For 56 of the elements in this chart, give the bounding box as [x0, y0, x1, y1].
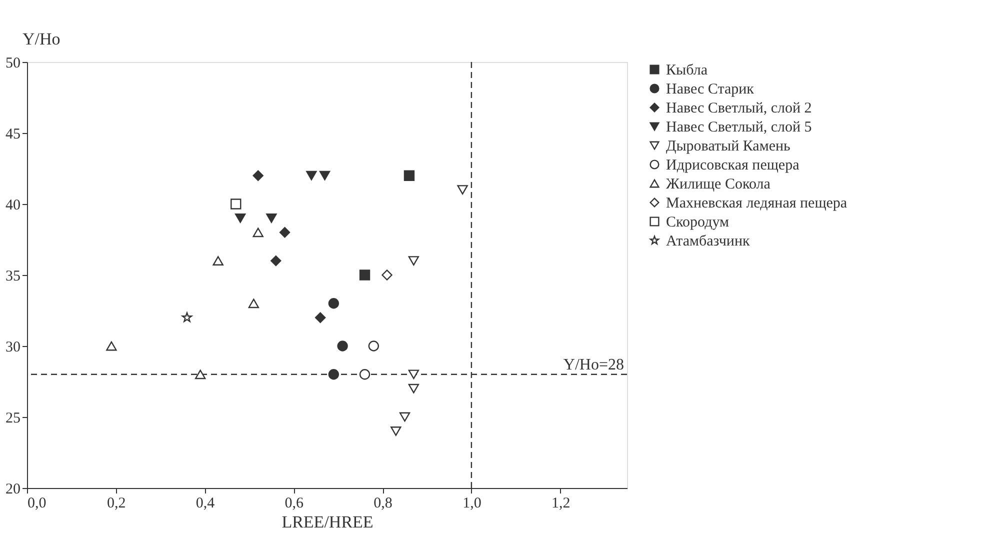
x-axis-title: LREE/HREE	[282, 512, 374, 532]
point	[212, 256, 224, 266]
legend-label: Навес Светлый, слой 2	[666, 100, 812, 116]
point	[106, 341, 117, 351]
point	[194, 370, 206, 380]
y-tick-label: 20	[6, 482, 20, 498]
legend-label: Жилище Сокола	[666, 176, 771, 192]
point	[337, 340, 348, 352]
x-tick-label: 1,2	[551, 496, 570, 512]
point	[399, 412, 410, 422]
point	[390, 426, 402, 436]
point	[234, 213, 246, 223]
point	[270, 255, 282, 266]
point	[230, 198, 242, 210]
point	[368, 340, 380, 352]
y-tick-label: 40	[6, 198, 20, 214]
point	[266, 213, 277, 223]
y-tick-label: 45	[6, 126, 20, 142]
ref-line-label: Y/Ho=28	[563, 356, 624, 374]
y-tick-label: 50	[6, 56, 20, 72]
legend-label: Навес Старик	[666, 82, 755, 98]
point	[359, 369, 370, 380]
point	[457, 185, 468, 195]
legend-label: Махневская ледяная пещера	[666, 196, 848, 212]
point	[314, 312, 326, 323]
legend-label: Дыроватый Камень	[666, 138, 791, 154]
x-tick-label: 0,6	[284, 496, 304, 512]
y-tick-label: 35	[6, 268, 20, 284]
y-tick-label: 30	[6, 340, 20, 356]
point	[252, 170, 264, 181]
point	[319, 170, 330, 180]
x-tick-label: 0,8	[374, 496, 392, 512]
y-tick-label: 25	[6, 410, 20, 426]
x-tick-label: 1,0	[462, 496, 482, 512]
point	[404, 170, 415, 181]
legend-label: Навес Светлый, слой 5	[666, 120, 812, 136]
legend-label: Кыбла	[666, 62, 708, 78]
point	[408, 256, 420, 266]
point	[306, 170, 317, 180]
point	[328, 298, 340, 309]
point	[408, 384, 420, 394]
point	[182, 312, 192, 322]
x-tick-label: 0,2	[107, 496, 126, 512]
x-tick-label: 0,4	[196, 496, 216, 512]
point	[248, 298, 260, 308]
legend-label: Атамбазчинк	[666, 234, 750, 250]
point	[328, 369, 340, 380]
y-axis-title: Y/Ho	[22, 30, 60, 48]
point	[252, 228, 264, 238]
legend-label: Скородум	[666, 214, 730, 230]
legend-label: Идрисовская пещера	[666, 158, 800, 174]
point	[408, 370, 420, 380]
point	[279, 227, 290, 238]
point	[359, 270, 370, 280]
point	[382, 270, 392, 280]
x-tick-label: 0,0	[28, 496, 46, 512]
